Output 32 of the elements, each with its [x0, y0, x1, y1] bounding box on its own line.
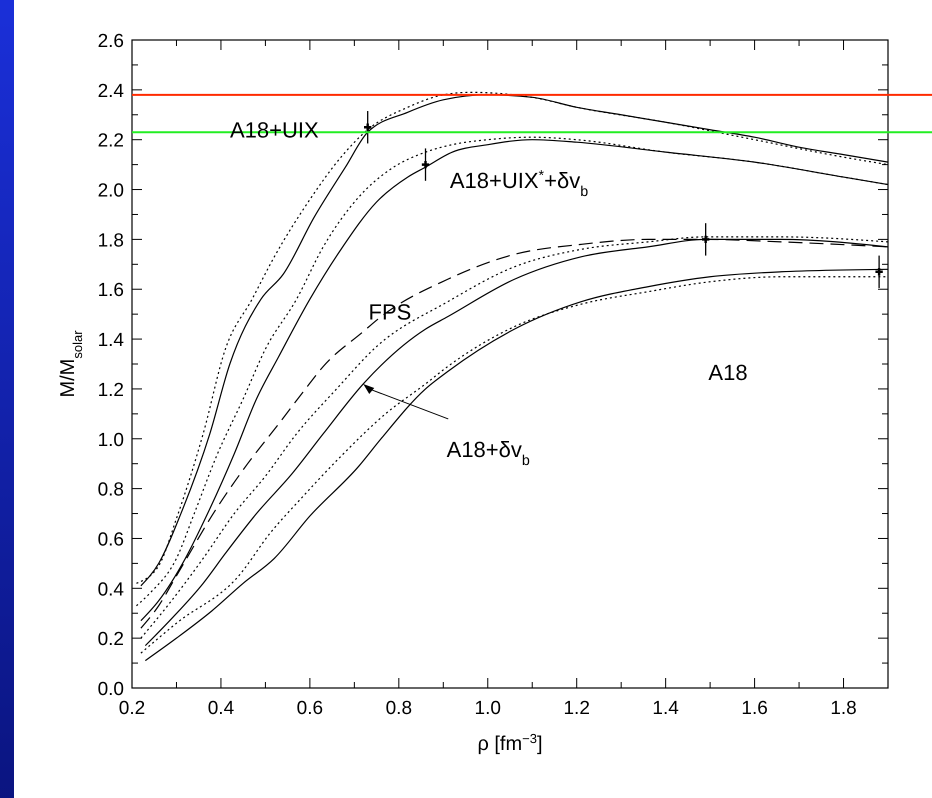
y-tick-label: 2.4 — [98, 80, 124, 102]
y-tick-label: 0.4 — [98, 579, 124, 600]
annotation: A18+δv$_{b}$ — [446, 436, 530, 469]
y-tick-label: 1.6 — [98, 280, 124, 302]
y-tick-label: 0.8 — [98, 480, 124, 501]
x-tick-label: 1.0 — [474, 698, 501, 719]
x-axis-title: ρ [fm$^{−3}$] — [477, 730, 543, 755]
point — [702, 236, 710, 244]
x-tick-label: 1.8 — [830, 698, 857, 719]
y-tick-label: 0.2 — [98, 629, 124, 650]
point — [364, 124, 372, 131]
y-tick-label: 0.0 — [98, 679, 124, 700]
x-tick-label: 1.4 — [652, 698, 680, 719]
y-tick-label: 1.4 — [98, 330, 124, 352]
x-tick-label: 1.6 — [741, 698, 768, 719]
x-tick-label: 0.4 — [208, 698, 235, 719]
x-tick-label: 0.8 — [386, 698, 412, 719]
annotation: FPS — [368, 300, 412, 325]
y-tick-label: 2.0 — [98, 180, 124, 202]
y-tick-label: 1.0 — [98, 430, 124, 451]
y-tick-label: 2.2 — [98, 130, 124, 152]
annotation: A18+UIX$^{*}$+δv$_{b}$ — [450, 168, 588, 200]
x-tick-label: 0.2 — [118, 698, 146, 719]
point — [875, 268, 883, 276]
y-tick-label: 1.8 — [98, 230, 124, 252]
y-tick-label: 2.6 — [98, 31, 124, 52]
x-tick-label: 1.2 — [563, 698, 590, 719]
y-tick-label: 0.6 — [98, 529, 124, 550]
y-tick-label: 1.2 — [98, 380, 124, 401]
annotation: A18 — [708, 360, 748, 385]
x-tick-label: 0.6 — [296, 698, 324, 719]
point — [422, 160, 430, 168]
